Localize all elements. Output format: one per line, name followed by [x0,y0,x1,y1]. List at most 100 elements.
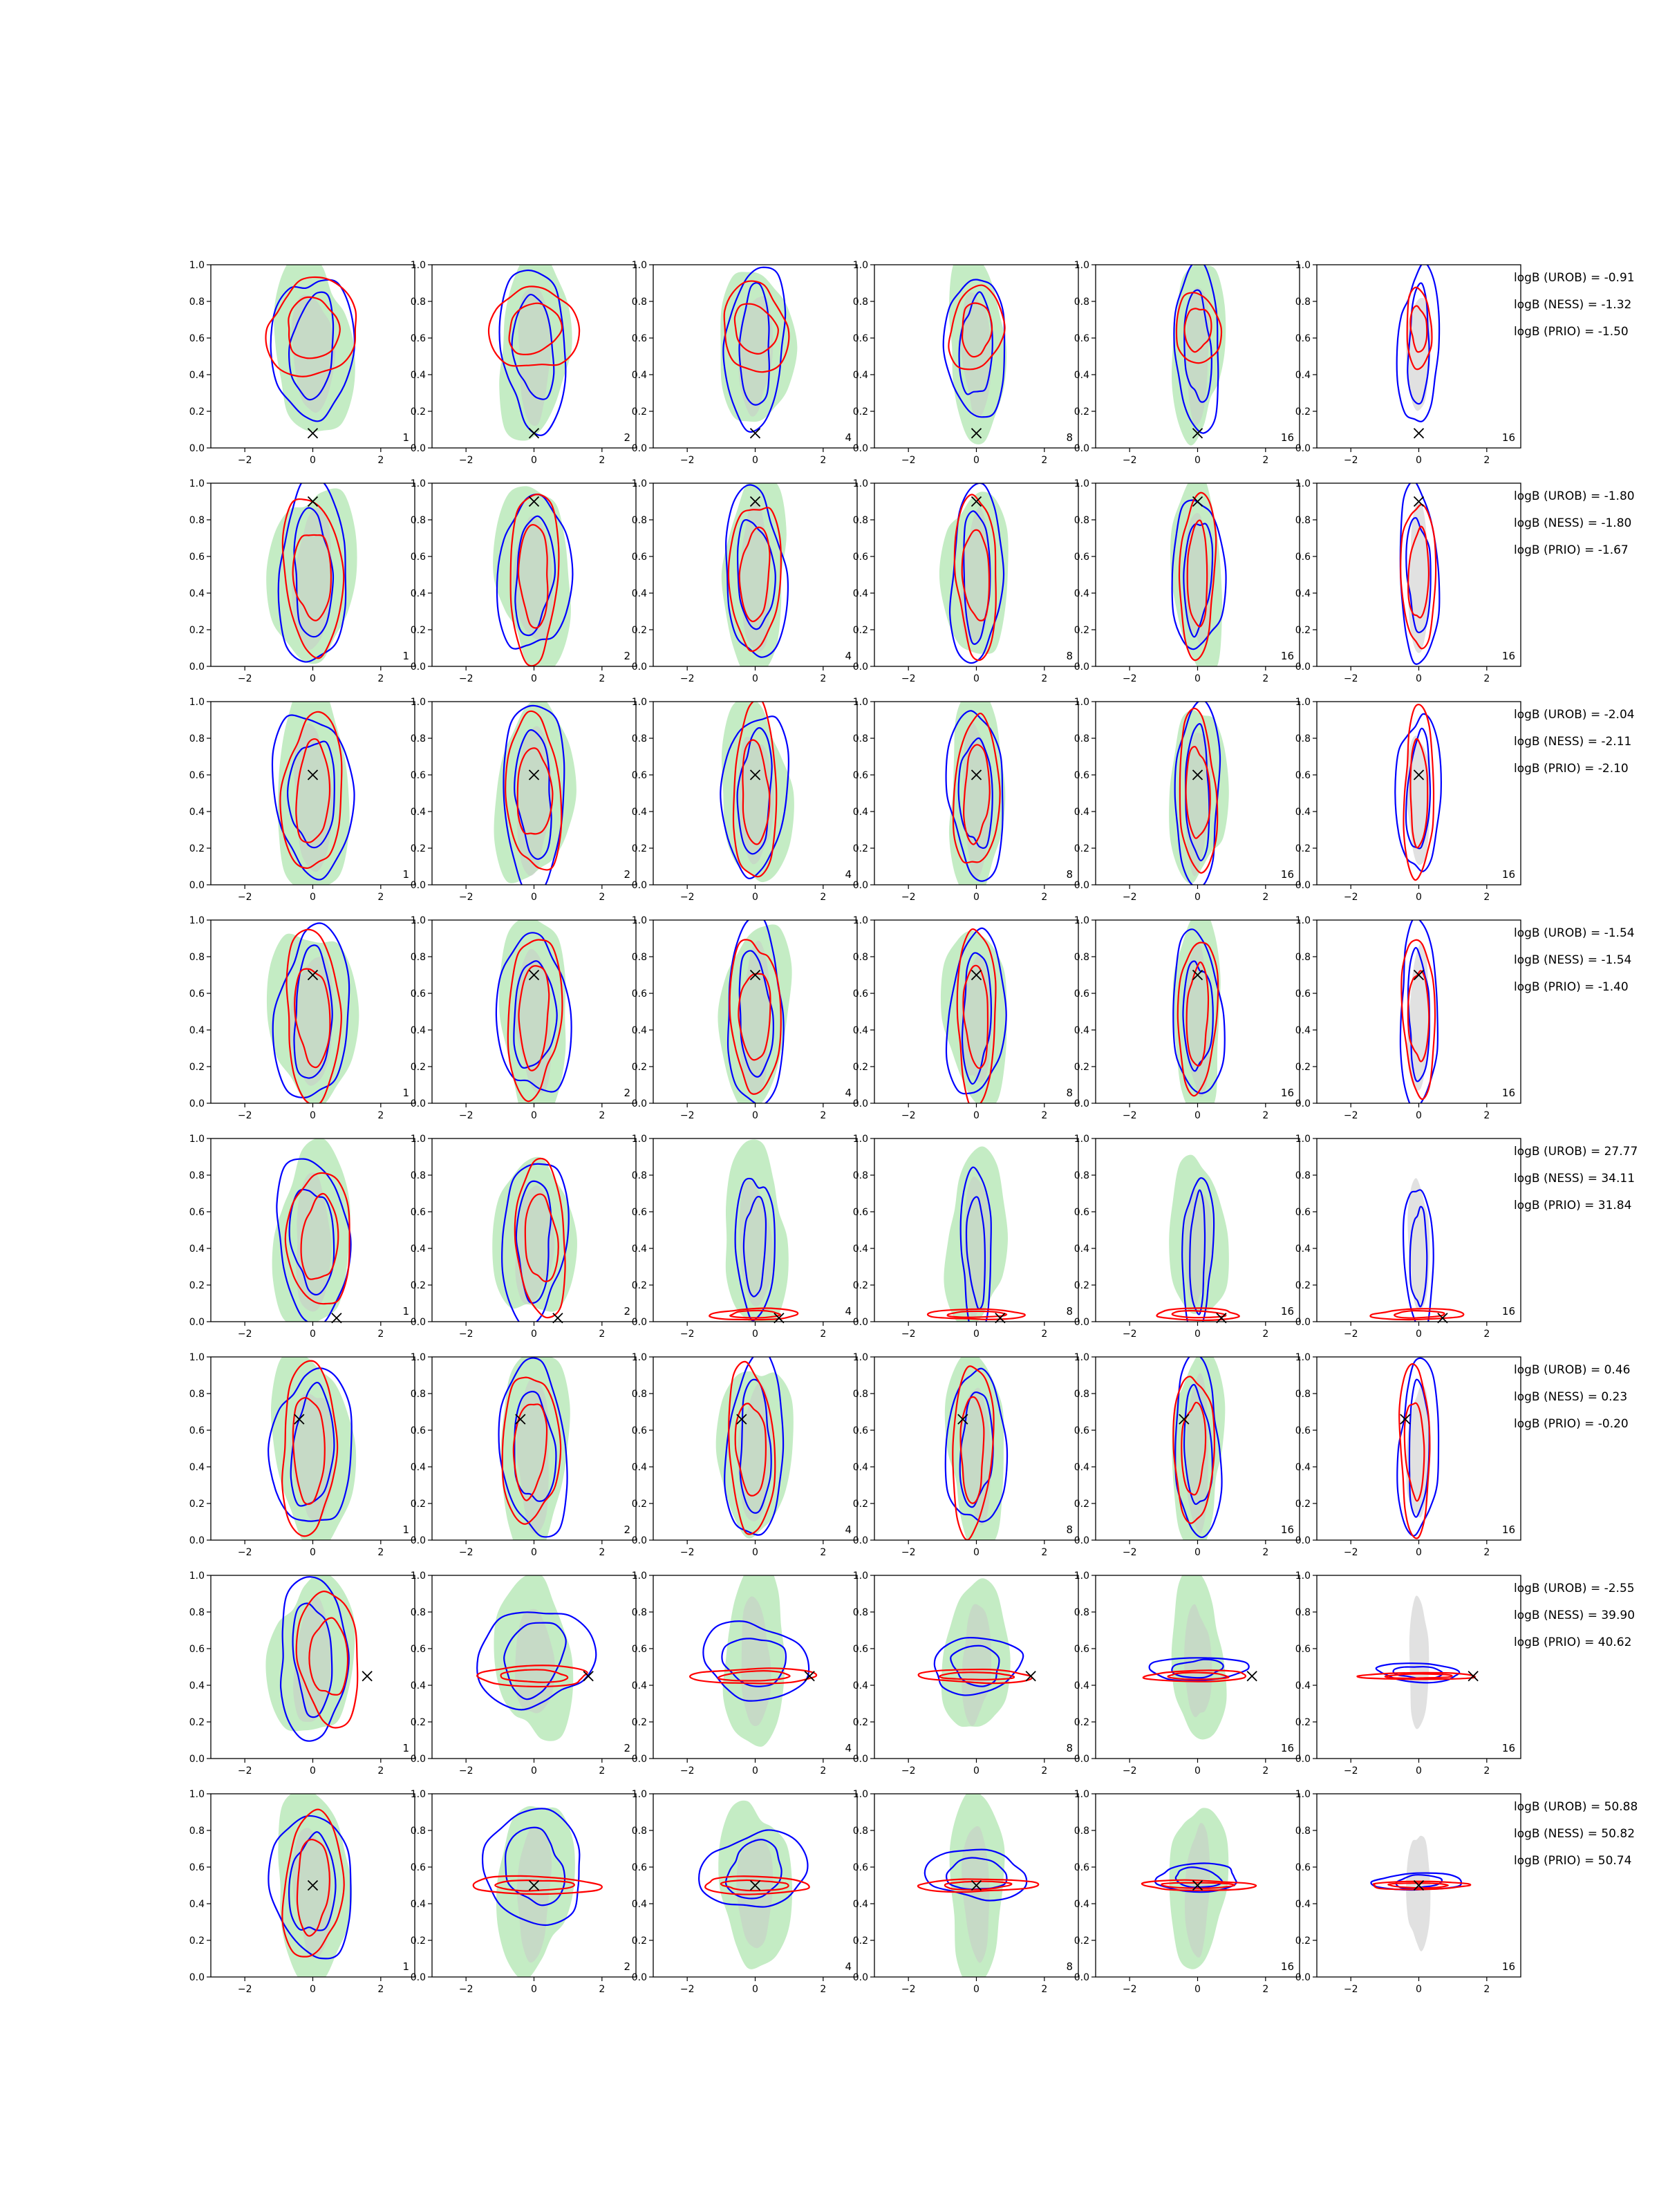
y-tick-label: 0.6 [189,552,205,563]
red-contour-outer [917,1668,1033,1685]
y-tick-label: 0.4 [1074,1244,1089,1255]
y-tick-label: 0.4 [1295,588,1311,599]
x-tick-label: −2 [901,1110,916,1121]
y-tick-label: 0.8 [189,952,205,963]
y-tick-label: 0.6 [189,988,205,1000]
y-tick-label: 0.6 [853,1207,868,1218]
x-tick-label: 0 [1194,1547,1201,1558]
grey-density-region [292,507,332,650]
panel-corner-label: 4 [845,1742,852,1754]
red-contour-inner [300,1192,339,1280]
red-contour-outer [917,1878,1040,1893]
y-tick-label: 0.0 [632,1098,647,1109]
y-tick-label: 0.6 [1074,333,1089,344]
red-contour-outer [1403,704,1435,881]
y-tick-label: 0.8 [632,1170,647,1181]
y-tick-label: 0.2 [411,1280,426,1291]
x-tick-label: 0 [752,1547,758,1558]
y-tick-label: 1.0 [632,478,647,489]
red-contour-outer [1369,1308,1465,1321]
x-tick-label: −2 [459,892,474,903]
y-tick-label: 0.6 [1295,1425,1311,1436]
x-tick-label: 2 [599,1110,605,1121]
panel-r4-c5: 0.0 0.2 0.4 0.6 0.8 1.0 −2 0 2 16 [1074,915,1300,1121]
y-tick-label: 0.4 [189,1899,205,1910]
panel-corner-label: 16 [1281,868,1294,881]
y-tick-label: 1.0 [853,697,868,708]
x-tick-label: 2 [377,1329,384,1340]
y-tick-label: 0.8 [1295,733,1311,744]
y-tick-label: 0.4 [632,1025,647,1036]
y-tick-label: 0.2 [411,406,426,418]
panel-corner-label: 1 [402,431,409,444]
y-tick-label: 0.4 [189,588,205,599]
blue-contour-outer [496,494,574,650]
blue-contour-inner [1405,517,1432,634]
blue-contour-outer [924,1848,1028,1902]
panel-corner-label: 1 [402,1742,409,1754]
y-tick-label: 1.0 [632,1571,647,1582]
logb-annotation: logB (UROB) = 50.88 [1514,1800,1638,1814]
panel-corner-label: 4 [845,1960,852,1973]
y-tick-label: 0.0 [189,662,205,673]
panel-corner-label: 4 [845,1305,852,1318]
y-tick-label: 0.0 [189,443,205,454]
y-tick-label: 1.0 [411,1571,426,1582]
red-contour-inner [738,973,771,1061]
true-value-marker [1025,1671,1036,1682]
y-tick-label: 0.8 [411,1170,426,1181]
blue-contour-inner [514,729,552,860]
panel-corner-label: 8 [1066,1742,1073,1754]
x-tick-label: 0 [973,673,980,684]
y-tick-label: 0.6 [411,988,426,1000]
y-tick-label: 0.2 [1295,1936,1311,1947]
x-tick-label: 2 [599,1329,605,1340]
y-tick-label: 0.6 [1295,770,1311,781]
y-tick-label: 0.0 [853,1317,868,1328]
red-contour-inner [292,534,332,621]
true-value-marker [971,496,982,507]
blue-contour-outer [702,1620,810,1702]
y-tick-label: 1.0 [632,697,647,708]
x-tick-label: 0 [1194,1984,1201,1995]
x-tick-label: 2 [820,1329,826,1340]
y-tick-label: 0.0 [1295,1098,1311,1109]
x-tick-label: 0 [752,673,758,684]
y-tick-label: 0.8 [411,515,426,526]
true-value-marker [528,1880,540,1891]
x-tick-label: 2 [1041,1329,1047,1340]
x-tick-label: 2 [1041,1765,1047,1777]
y-tick-label: 0.8 [189,1170,205,1181]
logb-annotation: logB (PRIO) = 31.84 [1514,1199,1631,1212]
x-tick-label: −2 [901,1984,916,1995]
x-tick-label: 2 [1041,892,1047,903]
y-tick-label: 1.0 [853,260,868,271]
blue-contour-inner [736,727,773,855]
y-tick-label: 0.6 [411,1425,426,1436]
true-value-marker [528,496,540,507]
y-tick-label: 0.8 [189,1607,205,1618]
panel-r2-c4: 0.0 0.2 0.4 0.6 0.8 1.0 −2 0 2 8 [853,478,1079,684]
y-tick-label: 0.0 [1074,1972,1089,1983]
x-tick-label: −2 [238,1547,252,1558]
x-tick-label: 0 [973,1984,980,1995]
red-contour-inner [1183,308,1212,353]
y-tick-label: 0.2 [1074,1062,1089,1073]
red-contour-outer [953,494,997,662]
y-tick-label: 0.0 [853,1535,868,1546]
y-tick-label: 1.0 [189,1571,205,1582]
y-tick-label: 1.0 [1074,1789,1089,1800]
x-tick-label: 0 [1194,1765,1201,1777]
x-tick-label: 0 [752,455,758,466]
red-contour-inner [494,1879,575,1892]
panel-r8-c5: 0.0 0.2 0.4 0.6 0.8 1.0 −2 0 2 16 [1074,1789,1300,1995]
panel-r5-c5: 0.0 0.2 0.4 0.6 0.8 1.0 −2 0 2 16 [1074,1134,1300,1340]
y-tick-label: 0.4 [189,1244,205,1255]
logb-annotation: logB (NESS) = 34.11 [1514,1172,1635,1185]
logb-annotation: logB (UROB) = -0.91 [1514,271,1635,285]
y-tick-label: 0.6 [632,1644,647,1655]
logb-annotation: logB (UROB) = -1.54 [1514,926,1635,940]
y-tick-label: 0.0 [632,1754,647,1765]
blue-contour-outer [1172,928,1226,1094]
